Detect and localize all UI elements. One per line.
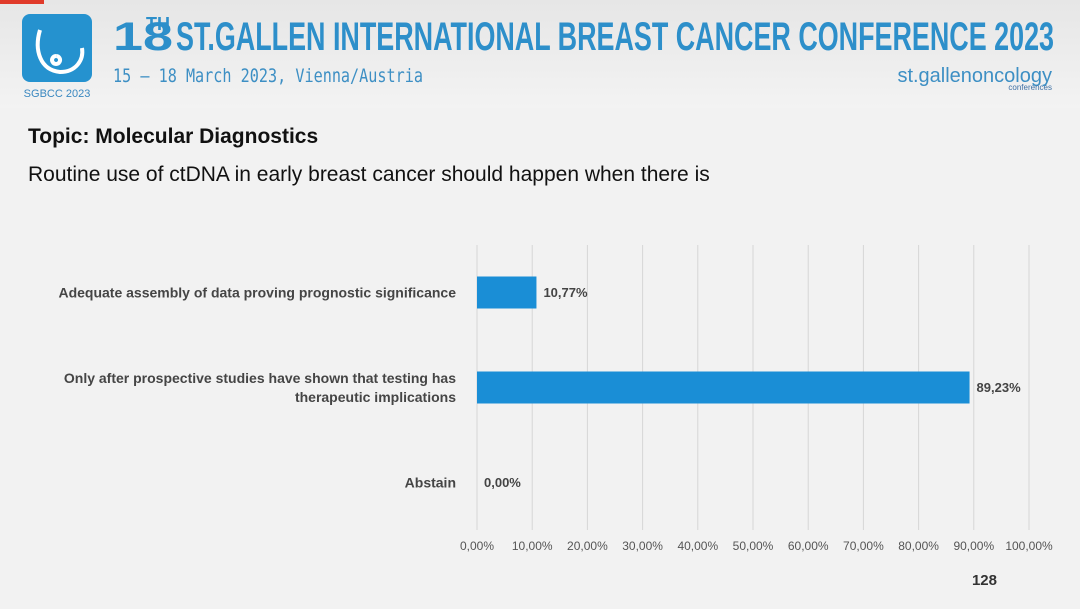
x-tick-label: 70,00% — [843, 539, 884, 553]
x-tick-label: 90,00% — [953, 539, 994, 553]
title: ST.GALLEN INTERNATIONAL BREAST CANCER CO… — [176, 15, 1054, 59]
bar — [477, 276, 537, 309]
logo-text: SGBCC 2023 — [24, 88, 91, 100]
x-tick-label: 0,00% — [460, 539, 494, 553]
y-tick-label: Abstain — [405, 475, 456, 491]
logo-mark — [35, 29, 85, 75]
y-tick-label: Adequate assembly of data proving progno… — [58, 285, 456, 301]
accent — [0, 0, 44, 4]
header-band — [0, 0, 1080, 108]
value-label: 89,23% — [977, 380, 1022, 395]
bar — [477, 371, 970, 404]
brand: st.gallenoncology — [897, 65, 1052, 87]
title-number: 18 — [113, 15, 173, 59]
topic: Topic: Molecular Diagnostics — [28, 125, 318, 148]
brand-sub: conferences — [1008, 83, 1052, 92]
x-tick-label: 30,00% — [622, 539, 663, 553]
value-label: 10,77% — [543, 285, 588, 300]
value-label: 0,00% — [484, 475, 521, 490]
x-tick-label: 100,00% — [1005, 539, 1053, 553]
x-tick-label: 40,00% — [677, 539, 718, 553]
date: 15 – 18 March 2023, Vienna/Austria — [113, 65, 423, 87]
x-tick-label: 60,00% — [788, 539, 829, 553]
page-number: 128 — [972, 572, 997, 589]
x-tick-label: 20,00% — [567, 539, 608, 553]
x-tick-label: 80,00% — [898, 539, 939, 553]
question: Routine use of ctDNA in early breast can… — [28, 163, 710, 186]
x-tick-label: 50,00% — [733, 539, 774, 553]
y-tick-label: Only after prospective studies have show… — [64, 370, 456, 405]
x-tick-label: 10,00% — [512, 539, 553, 553]
title-suffix: TH — [146, 14, 170, 34]
